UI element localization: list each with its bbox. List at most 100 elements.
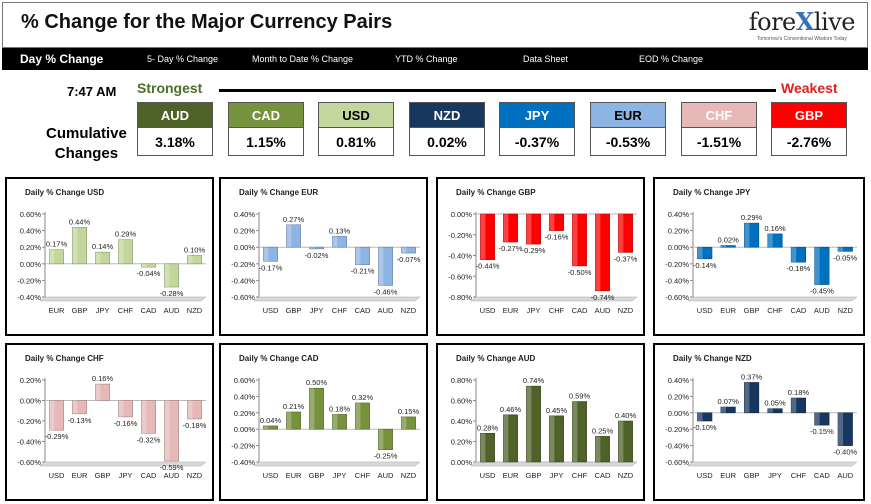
strength-line [219,89,776,92]
x-tick-label: CHF [791,471,807,480]
nav-eod-change[interactable]: EOD % Change [639,54,704,64]
x-tick-label: CAD [355,306,371,315]
x-tick-label: CAD [572,306,588,315]
x-tick-label: GBP [744,471,760,480]
bar-aud [378,246,393,286]
bar-jpy [332,414,347,430]
data-label: -0.02% [305,251,329,260]
bar-highlight [332,236,338,248]
bar-highlight [549,214,555,231]
x-tick-label: JPY [119,471,133,480]
y-tick-label: 0.40% [234,392,256,401]
x-tick-label: NZD [401,306,417,315]
y-tick-label: 0.00% [668,243,690,252]
y-tick-label: 0.20% [451,438,473,447]
data-label: 0.21% [283,402,305,411]
x-tick-label: NZD [618,306,634,315]
chart-panel-chf: Daily % Change CHF 0.20% 0.00% -0.20% -0.40%… [5,343,214,501]
chart-floor [39,296,207,302]
currency-code-gbp: GBP [771,102,847,128]
data-label: 0.10% [184,246,206,255]
x-tick-label: JPY [768,471,782,480]
x-tick-label: USD [263,471,279,480]
data-label: 0.05% [764,399,786,408]
bar-highlight [480,433,486,462]
data-label: 0.32% [352,393,374,402]
data-label: 0.45% [546,406,568,415]
data-label: -0.18% [787,264,811,273]
data-label: 0.29% [115,230,137,239]
data-label: 0.16% [764,224,786,233]
bar-highlight [526,214,532,245]
nav-month-to-date-change[interactable]: Month to Date % Change [252,54,354,64]
x-tick-label: CHF [118,306,134,315]
bar-chf [767,233,783,248]
currency-value-gbp: -2.76% [771,128,847,156]
bar-highlight [263,425,269,430]
bar-nzd [618,420,633,463]
data-label: -0.25% [374,452,398,461]
cumulative-label-line1: Cumulative [46,125,127,142]
x-tick-label: CHF [332,306,348,315]
bar-usd [49,400,64,431]
y-tick-label: 0.60% [20,210,42,219]
bar-highlight [378,247,384,286]
x-tick-label: GBP [526,471,542,480]
x-tick-label: GBP [286,306,302,315]
chart-title: Daily % Change AUD [456,354,535,363]
x-tick-label: USD [697,471,713,480]
x-tick-label: EUR [72,471,88,480]
chart-title: Daily % Change USD [25,188,104,197]
chart-floor [253,296,421,302]
x-tick-label: CAD [595,471,611,480]
bar-highlight [480,214,486,260]
data-label: 0.15% [398,407,420,416]
bar-eur [503,414,518,463]
bar-highlight [141,263,147,268]
chart-panel-usd: Daily % Change USD 0.60% 0.40% 0.20% 0.00% -0… [5,177,214,336]
chart-eur: Daily % Change EUR0.40%0.20%0.00%-0.20%-… [231,188,421,315]
bar-highlight [187,255,193,264]
bar-highlight [838,247,844,252]
nav-5-day-change[interactable]: 5- Day % Change [147,54,219,64]
chart-title: Daily % Change EUR [239,188,318,197]
bar-eur [72,400,87,415]
nav-day-change[interactable]: Day % Change [20,52,104,66]
data-label: 0.74% [523,376,545,385]
data-label: -0.46% [374,287,398,296]
currency-value-eur: -0.53% [590,128,666,156]
y-tick-label: -0.20% [231,260,255,269]
nav-ytd-change[interactable]: YTD % Change [395,54,458,64]
data-label: 0.16% [92,374,114,383]
y-tick-label: -0.60% [448,272,472,281]
bar-highlight [332,414,338,430]
data-label: -0.16% [114,419,138,428]
bar-cad [355,246,370,265]
timestamp: 7:47 AM [67,84,117,99]
y-tick-label: 0.20% [668,227,690,236]
bar-highlight [401,416,407,430]
data-label: 0.46% [500,405,522,414]
currency-value-chf: -1.51% [681,128,757,156]
currency-value-jpy: -0.37% [499,128,575,156]
nav-data-sheet[interactable]: Data Sheet [523,54,569,64]
x-tick-label: AUD [378,471,394,480]
chart-panel-gbp: Daily % Change GBP 0.00% -0.20% -0.40% -0.60… [436,177,645,336]
data-label: 0.59% [569,392,591,401]
chart-panel-aud: Daily % Change AUD 0.80% 0.60% 0.40% 0.20% 0.… [436,343,645,501]
chart-chf: Daily % Change CHF 0.20% 0.00% -0.20% -0.40%… [17,354,207,480]
bar-cad [141,263,156,268]
bar-cad [572,213,587,267]
data-label: -0.16% [545,233,569,242]
currency-code-aud: AUD [137,102,213,128]
bar-highlight [141,400,147,434]
data-label: -0.13% [68,416,92,425]
forexlive-logo[interactable]: foreXlive Tomorrow's Conventional Wisdom… [748,7,856,43]
x-tick-label: GBP [309,471,325,480]
data-label: 0.28% [477,423,499,432]
bar-usd [697,246,713,260]
weakest-label: Weakest [781,80,838,96]
y-tick-label: -0.60% [231,293,255,302]
bar-chf [355,402,370,430]
bar-highlight [401,247,407,254]
